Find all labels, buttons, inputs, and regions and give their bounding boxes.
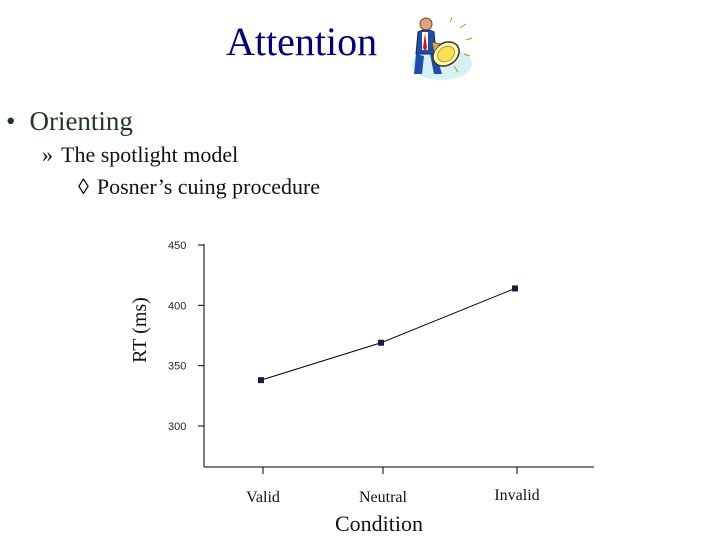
subsub-bullet-marker: ◊ <box>78 174 89 199</box>
y-ticks: 300 350 400 450 <box>168 240 204 433</box>
data-point <box>378 339 384 346</box>
data-point <box>258 377 264 384</box>
x-tick-label: Invalid <box>494 487 539 504</box>
slide-title: Attention <box>226 19 378 64</box>
x-ticks: Valid Neutral Invalid <box>246 467 540 506</box>
subsub-bullet-posner: ◊ Posner’s cuing procedure <box>78 174 320 200</box>
sub-bullet-spotlight: » The spotlight model <box>42 142 238 168</box>
y-axis-title: RT (ms) <box>129 297 151 363</box>
series-line <box>260 287 516 381</box>
data-point <box>512 285 518 292</box>
bullet-text: Orienting <box>29 106 133 136</box>
x-tick-label: Neutral <box>359 489 408 506</box>
bullet-marker: • <box>6 106 16 136</box>
chart-axes <box>203 244 594 468</box>
x-axis-title: Condition <box>335 511 423 536</box>
man-with-spotlight-icon <box>412 16 473 80</box>
series-rt <box>258 285 518 384</box>
y-tick-label: 400 <box>168 300 186 312</box>
x-tick-label: Valid <box>246 489 280 506</box>
y-tick-label: 450 <box>168 240 186 252</box>
y-tick-label: 300 <box>168 421 186 433</box>
y-tick-label: 350 <box>168 361 186 373</box>
subsub-bullet-text: Posner’s cuing procedure <box>96 174 321 199</box>
bullet-orienting: • Orienting <box>6 106 133 137</box>
sub-bullet-marker: » <box>42 142 53 167</box>
sub-bullet-text: The spotlight model <box>61 142 239 167</box>
